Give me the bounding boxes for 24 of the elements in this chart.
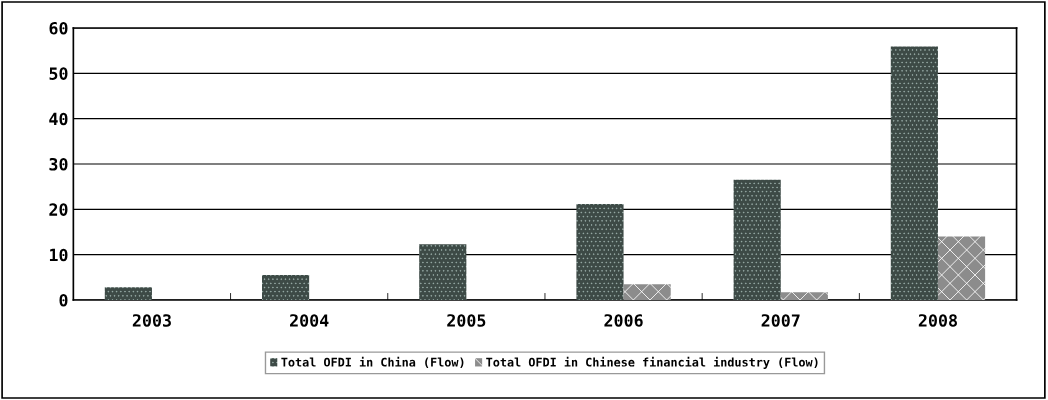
- bar: [937, 236, 986, 300]
- bar: [104, 287, 152, 300]
- bar: [733, 179, 781, 300]
- bar: [262, 275, 310, 300]
- legend-label: Total OFDI in Chinese financial industry (Flow): [486, 356, 818, 369]
- x-tick-label: 2007: [761, 314, 800, 327]
- x-tick-label: 2004: [290, 314, 329, 327]
- legend-label: Total OFDI in China (Flow): [281, 356, 464, 369]
- bar: [623, 284, 671, 300]
- bar: [780, 292, 828, 300]
- x-tick-label: 2005: [447, 314, 486, 327]
- y-tick-label: 20: [49, 203, 68, 216]
- bar: [419, 244, 467, 300]
- x-tick-label: 2008: [918, 314, 957, 327]
- y-tick-label: 10: [49, 248, 68, 262]
- y-tick-label: 50: [49, 67, 68, 80]
- x-tick-label: 2006: [604, 314, 643, 327]
- bar: [576, 203, 624, 300]
- bar: [890, 46, 938, 300]
- y-tick-label: 30: [49, 157, 68, 171]
- y-tick-label: 60: [49, 21, 68, 35]
- x-tick-label: 2003: [132, 314, 171, 327]
- y-tick-label: 40: [49, 112, 68, 126]
- y-tick-label: 0: [59, 293, 68, 307]
